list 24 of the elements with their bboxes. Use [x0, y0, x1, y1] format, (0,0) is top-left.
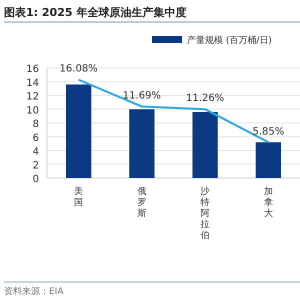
data-label: 5.85% [252, 126, 284, 138]
y-tick-label: 12 [26, 92, 39, 102]
legend-label: 产量规模 (百万桶/日) [187, 35, 272, 46]
x-tick-label: 俄罗斯 [137, 186, 146, 219]
bar [192, 112, 218, 178]
y-tick-label: 8 [32, 119, 39, 130]
bar [129, 109, 155, 178]
y-tick-label: 6 [32, 132, 39, 144]
x-tick-label: 加拿大 [264, 186, 273, 219]
data-label: 16.08% [60, 64, 98, 75]
data-label: 11.69% [122, 90, 161, 102]
chart-title: 图表1: 2025 年全球原油生产集中度 [4, 6, 186, 19]
bar [256, 142, 282, 178]
y-tick-label: 14 [26, 78, 39, 89]
data-label: 11.26% [186, 93, 224, 104]
y-tick-label: 4 [32, 146, 39, 158]
bar [66, 84, 92, 178]
text: 资料来源：EIA [4, 286, 64, 297]
x-tick-label: 沙特阿拉伯 [200, 186, 210, 241]
y-tick-label: 16 [26, 64, 39, 75]
x-tick-label: 美国 [74, 186, 84, 208]
y-tick-label: 2 [32, 160, 39, 172]
y-tick-label: 0 [32, 174, 39, 185]
y-tick-label: 10 [26, 105, 39, 116]
